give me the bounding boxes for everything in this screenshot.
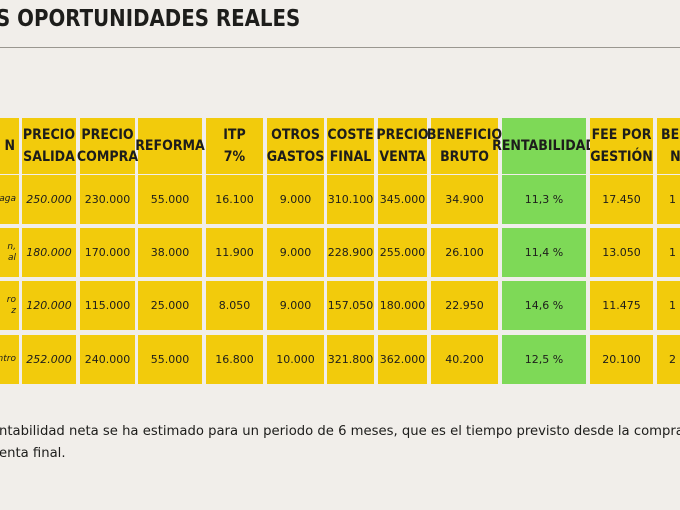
header-fee-gestion: FEE POR GESTIÓN	[590, 118, 653, 174]
cell-beneficio-bruto: 40.200	[431, 335, 498, 384]
cell-itp: 16.100	[206, 175, 263, 224]
cell-precio-venta: 255.000	[378, 228, 427, 277]
row-label: ro z	[0, 281, 19, 330]
header-itp: ITP 7%	[206, 118, 263, 174]
header-text: N	[4, 138, 15, 154]
cell-otros-gastos: 9.000	[267, 281, 324, 330]
cell-precio-compra: 170.000	[80, 228, 135, 277]
cell-fee-gestion: 17.450	[590, 175, 653, 224]
header-text: SALIDA	[23, 149, 75, 165]
header-text: GASTOS	[266, 149, 325, 165]
cell-precio-salida: 180.000	[22, 228, 76, 277]
footnote-line-1: ntabilidad neta se ha estimado para un p…	[0, 424, 680, 439]
header-text: RENTABILIDAD	[492, 138, 596, 154]
header-text: VENTA	[379, 149, 426, 165]
header-text: PRECIO	[81, 127, 134, 143]
row-label-text: ro	[6, 294, 16, 305]
cell-beneficio-neto: 1	[657, 175, 680, 224]
cell-beneficio-neto: 1	[657, 281, 680, 330]
header-text: PRECIO	[376, 127, 429, 143]
cell-precio-salida: 252.000	[22, 335, 76, 384]
header-text: BEN	[661, 127, 680, 143]
row-label: aga	[0, 175, 19, 224]
row-label-text: ntro	[0, 354, 16, 364]
header-row-label: N	[0, 118, 19, 174]
header-text: PRECIO	[22, 127, 76, 143]
cell-rentabilidad: 14,6 %	[502, 281, 586, 330]
cell-beneficio-neto: 2	[657, 335, 680, 384]
cell-precio-compra: 115.000	[80, 281, 135, 330]
header-beneficio-neto: BEN N	[657, 118, 680, 174]
cell-itp: 16.800	[206, 335, 263, 384]
cell-otros-gastos: 9.000	[267, 175, 324, 224]
cell-coste-final: 157.050	[327, 281, 374, 330]
cell-otros-gastos: 10.000	[267, 335, 324, 384]
header-reforma: REFORMA	[135, 118, 205, 174]
header-text: N	[670, 149, 680, 165]
row-label-text: aga	[0, 194, 16, 204]
header-text: FINAL	[329, 149, 372, 165]
header-text: BENEFICIO	[426, 127, 503, 143]
header-text: REFORMA	[135, 138, 205, 154]
cell-rentabilidad: 12,5 %	[502, 335, 586, 384]
cell-otros-gastos: 9.000	[267, 228, 324, 277]
cell-itp: 8.050	[206, 281, 263, 330]
header-coste-final: COSTE FINAL	[327, 118, 374, 174]
cell-fee-gestion: 11.475	[590, 281, 653, 330]
title-divider	[0, 47, 680, 48]
cell-coste-final: 321.800	[327, 335, 374, 384]
footnote: ntabilidad neta se ha estimado para un p…	[0, 421, 680, 465]
cell-precio-compra: 230.000	[80, 175, 135, 224]
cell-reforma: 55.000	[138, 335, 202, 384]
row-label: ntro	[0, 335, 19, 384]
header-text: FEE POR	[591, 127, 652, 143]
cell-beneficio-neto: 1	[657, 228, 680, 277]
cell-coste-final: 228.900	[327, 228, 374, 277]
cell-fee-gestion: 13.050	[590, 228, 653, 277]
header-precio-compra: PRECIO COMPRA	[76, 118, 139, 174]
cell-beneficio-bruto: 26.100	[431, 228, 498, 277]
header-text: ITP	[223, 127, 246, 143]
cell-precio-venta: 345.000	[378, 175, 427, 224]
header-text: COSTE	[327, 127, 374, 143]
cell-fee-gestion: 20.100	[590, 335, 653, 384]
header-text: COMPRA	[76, 149, 139, 165]
row-label-text: z	[11, 305, 16, 316]
cell-precio-salida: 250.000	[22, 175, 76, 224]
cell-precio-venta: 180.000	[378, 281, 427, 330]
header-beneficio-bruto: BENEFICIO BRUTO	[427, 118, 502, 174]
header-precio-salida: PRECIO SALIDA	[22, 118, 76, 174]
cell-reforma: 38.000	[138, 228, 202, 277]
cell-precio-compra: 240.000	[80, 335, 135, 384]
row-label-text: al	[7, 252, 16, 263]
cell-beneficio-bruto: 34.900	[431, 175, 498, 224]
row-label: n, al	[0, 228, 19, 277]
page-title: S OPORTUNIDADES REALES	[0, 6, 301, 32]
header-precio-venta: PRECIO VENTA	[376, 118, 429, 174]
cell-reforma: 25.000	[138, 281, 202, 330]
header-rentabilidad: RENTABILIDAD	[492, 118, 596, 174]
cell-rentabilidad: 11,3 %	[502, 175, 586, 224]
header-text: 7%	[223, 149, 246, 165]
header-otros-gastos: OTROS GASTOS	[267, 118, 324, 174]
cell-itp: 11.900	[206, 228, 263, 277]
cell-precio-salida: 120.000	[22, 281, 76, 330]
cell-precio-venta: 362.000	[378, 335, 427, 384]
footnote-line-2: enta final.	[0, 446, 66, 461]
header-text: GESTIÓN	[590, 149, 653, 165]
header-text: OTROS	[271, 127, 320, 143]
cell-rentabilidad: 11,4 %	[502, 228, 586, 277]
row-label-text: n,	[7, 241, 16, 252]
cell-reforma: 55.000	[138, 175, 202, 224]
cell-beneficio-bruto: 22.950	[431, 281, 498, 330]
cell-coste-final: 310.100	[327, 175, 374, 224]
header-text: BRUTO	[440, 149, 489, 165]
